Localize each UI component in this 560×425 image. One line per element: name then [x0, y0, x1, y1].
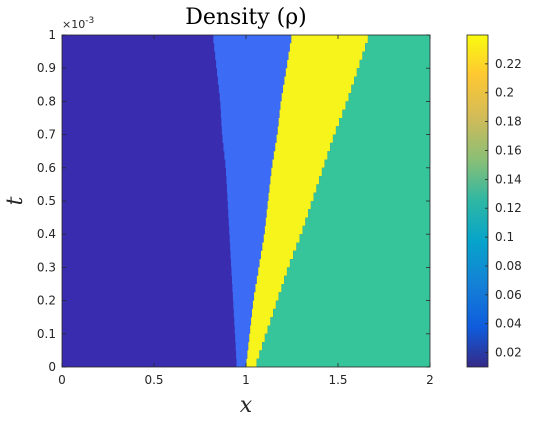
y-tick-label: 0.5 [37, 194, 56, 208]
rarefaction-region [213, 35, 292, 367]
colorbar [466, 34, 489, 368]
y-tick-label: 0.7 [37, 128, 56, 142]
y-tick-label: 0.9 [37, 61, 56, 75]
shell-region [246, 35, 368, 367]
y-tick-label: 0.8 [37, 94, 56, 108]
x-axis-label: x [240, 393, 253, 418]
colorbar-tick-label: 0.12 [495, 201, 522, 215]
y-multiplier-base: ×10 [62, 18, 85, 31]
colorbar-ticks: 0.02 0.04 0.06 0.08 0.1 0.12 0.14 0.16 0.18 0.2 0.… [485, 57, 522, 360]
x-axis-ticks: 0 0.5 1 1.5 2 [58, 35, 434, 387]
colorbar-tick-label: 0.08 [495, 259, 522, 273]
x-tick-label: 1 [242, 373, 250, 387]
y-axis-ticks: 0 0.1 0.2 0.3 0.4 0.5 0.6 0.7 0.8 0.9 1 [37, 28, 430, 374]
y-tick-label: 0.2 [37, 294, 56, 308]
y-tick-label: 0.3 [37, 260, 56, 274]
colorbar-tick-label: 0.02 [495, 346, 522, 360]
colorbar-tick-label: 0.04 [495, 317, 522, 331]
colorbar-tick-label: 0.22 [495, 57, 522, 71]
y-tick-label: 0.1 [37, 327, 56, 341]
y-axis-multiplier: ×10-3 [62, 16, 94, 31]
chart-title: Density (ρ) [185, 5, 307, 30]
y-tick-label: 0.6 [37, 161, 56, 175]
right-state-region [256, 35, 430, 367]
colorbar-tick-label: 0.2 [495, 86, 514, 100]
colorbar-tick-label: 0.1 [495, 230, 514, 244]
colorbar-tick-label: 0.16 [495, 143, 522, 157]
y-axis-label: t [3, 196, 28, 205]
colorbar-tick-label: 0.06 [495, 288, 522, 302]
x-tick-label: 2 [426, 373, 434, 387]
y-multiplier-exponent: -3 [85, 16, 94, 26]
y-tick-label: 1 [48, 28, 56, 42]
x-tick-label: 0 [58, 373, 66, 387]
colorbar-tick-label: 0.18 [495, 115, 522, 129]
x-tick-label: 1.5 [328, 373, 347, 387]
y-tick-label: 0.4 [37, 227, 56, 241]
density-regions [213, 35, 430, 367]
x-tick-label: 0.5 [144, 373, 163, 387]
y-tick-label: 0 [48, 360, 56, 374]
colorbar-tick-label: 0.14 [495, 172, 522, 186]
